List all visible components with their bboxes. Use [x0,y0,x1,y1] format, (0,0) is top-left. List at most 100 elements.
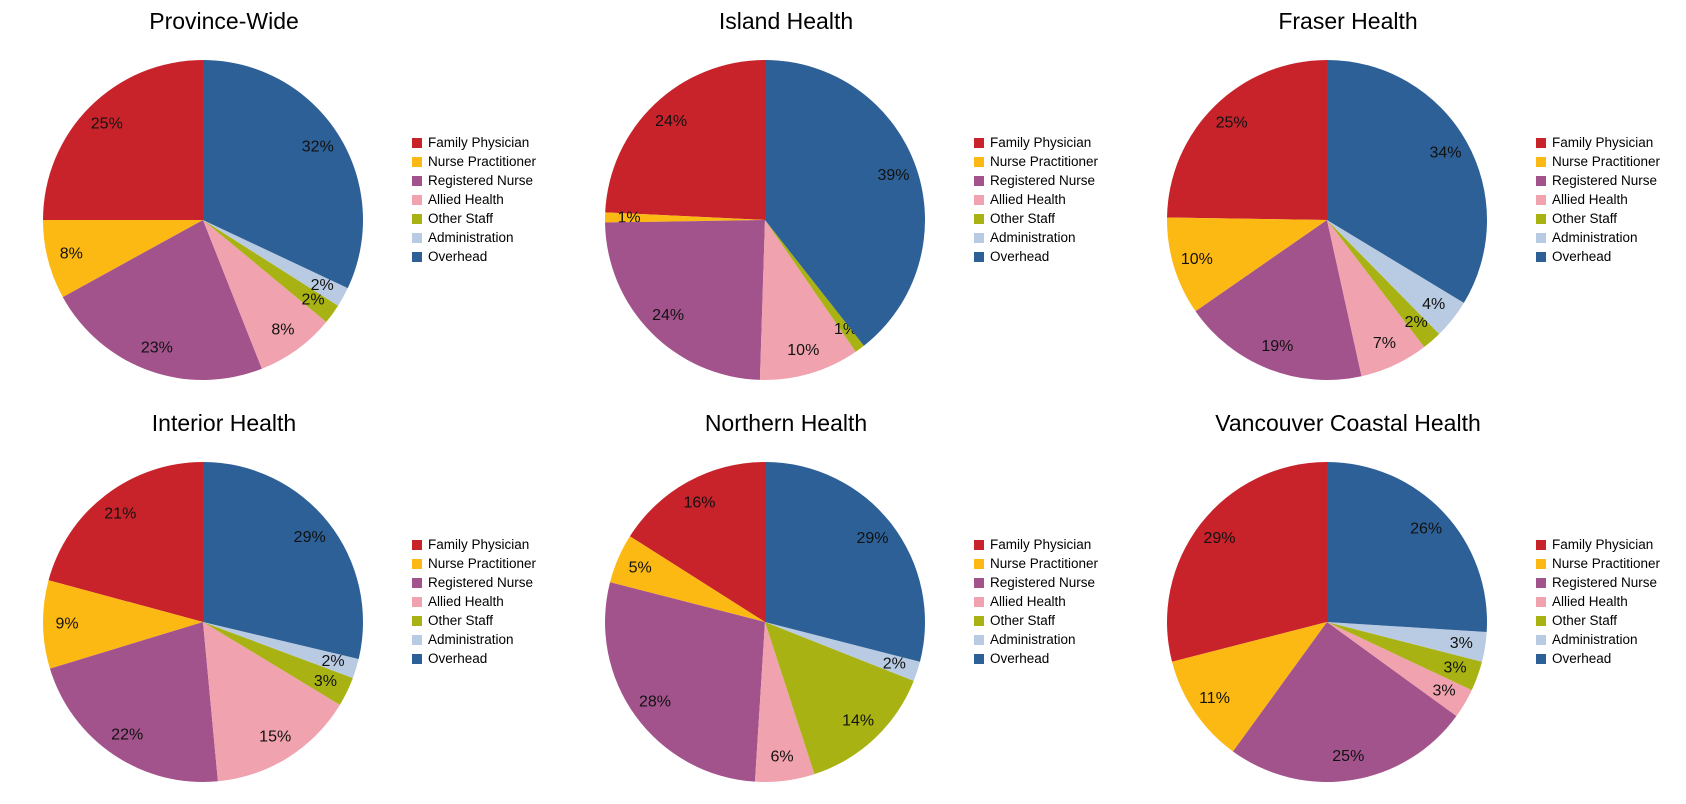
pie-slice-nurse-practitioner [604,212,765,223]
pie-slice-nurse-practitioner [42,580,203,669]
chart-title: Province-Wide [149,8,299,34]
pie-slice-nurse-practitioner [1167,217,1327,312]
legend-swatch-allied-health [1536,194,1546,205]
pie-slice-allied-health [203,622,340,782]
chart-title: Vancouver Coastal Health [1215,410,1481,436]
legend-swatch-nurse-practitioner [412,156,422,167]
legend-item-nurse-practitioner: Nurse Practitioner [1536,152,1660,171]
legend-item-other-staff: Other Staff [974,209,1098,228]
percent-label-registered-nurse: 25% [1332,748,1364,765]
legend-label: Other Staff [990,211,1056,226]
legend-item-administration: Administration [1536,630,1660,649]
legend-label: Family Physician [1552,537,1654,552]
chart-title: Interior Health [151,410,297,436]
pie-slice-other-staff [1327,220,1440,348]
legend-item-nurse-practitioner: Nurse Practitioner [412,152,536,171]
legend-item-overhead: Overhead [1536,247,1660,266]
pie-chart: 29% 11% 25% 3% 3% 3% 26% [1167,462,1487,783]
pie-slice-allied-health [1327,622,1472,717]
pie-slice-overhead [203,462,364,659]
percent-label-allied-health: 6% [770,748,793,765]
legend-item-allied-health: Allied Health [974,592,1098,611]
legend-label: Family Physician [990,135,1092,150]
pie-slice-family-physician [43,60,203,220]
percent-label-registered-nurse: 28% [639,693,671,710]
legend-label: Other Staff [1552,211,1618,226]
legend-swatch-overhead [412,251,422,262]
legend-label: Registered Nurse [1552,575,1658,590]
percent-label-family-physician: 24% [655,113,687,130]
chart-cell-northern-health: 16% 5% 28% 6% 14% 2% 29% Northern Health Famil… [562,402,1124,804]
legend-item-allied-health: Allied Health [974,190,1098,209]
percent-label-administration: 2% [322,653,345,670]
chart-cell-province-wide: 25% 8% 23% 8% 2% 2% 32% Province-Wide Family P… [0,0,562,402]
pie-slice-family-physician [629,462,765,622]
legend-item-administration: Administration [974,630,1098,649]
legend-item-registered-nurse: Registered Nurse [1536,171,1660,190]
pie-slice-other-staff [203,220,339,322]
legend-label: Administration [1552,230,1638,245]
legend-swatch-family-physician [974,539,984,550]
legend-label: Administration [990,632,1076,647]
pie-slice-nurse-practitioner [43,220,203,298]
pie-chart: 25% 10% 19% 7% 2%4% 34% [1167,60,1488,380]
percent-label-family-physician: 25% [91,115,123,132]
pie-slice-registered-nurse [1195,220,1362,380]
legend-item-family-physician: Family Physician [1536,535,1660,554]
percent-label-administration: 2% [311,277,334,294]
percent-label-nurse-practitioner: 8% [60,245,83,262]
legend-label: Overhead [990,651,1050,666]
legend-swatch-other-staff [412,213,422,224]
legend-swatch-overhead [974,251,984,262]
pie-slice-administration [1327,220,1464,335]
percent-label-overhead: 29% [294,529,326,546]
percent-label-nurse-practitioner: 9% [55,616,78,633]
legend: Family Physician Nurse Practitioner Regist… [1536,133,1660,266]
legend-label: Family Physician [1552,135,1654,150]
legend-label: Overhead [1552,651,1612,666]
legend-label: Registered Nurse [1552,173,1658,188]
legend-item-family-physician: Family Physician [974,133,1098,152]
legend: Family Physician Nurse Practitioner Regist… [974,535,1098,668]
pie-chart: 24%1%24%10%1%39% [604,60,926,381]
legend-swatch-administration [412,634,422,645]
legend-swatch-other-staff [974,615,984,626]
pie-slice-overhead [203,60,363,289]
legend-item-family-physician: Family Physician [974,535,1098,554]
legend-label: Allied Health [1552,594,1628,609]
legend-swatch-nurse-practitioner [974,558,984,569]
pie-slice-other-staff [765,622,914,775]
legend-label: Allied Health [428,594,504,609]
legend-label: Nurse Practitioner [990,154,1099,169]
pie-slice-overhead [1327,462,1487,633]
legend: Family Physician Nurse Practitioner Regist… [1536,535,1660,668]
legend-label: Overhead [990,249,1050,264]
pie-slice-registered-nurse [1232,622,1457,783]
chart-title: Fraser Health [1278,8,1418,34]
legend-label: Administration [428,230,514,245]
legend-label: Other Staff [428,613,494,628]
pie-slice-registered-nurse [49,622,218,782]
legend-item-other-staff: Other Staff [1536,209,1660,228]
legend-label: Allied Health [990,594,1066,609]
percent-label-family-physician: 21% [104,506,136,523]
percent-label-family-physician: 29% [1203,530,1235,547]
legend-swatch-administration [1536,634,1546,645]
legend-swatch-nurse-practitioner [1536,558,1546,569]
legend-item-nurse-practitioner: Nurse Practitioner [1536,554,1660,573]
percent-label-allied-health: 3% [1433,683,1456,700]
legend: Family Physician Nurse Practitioner Regist… [974,133,1098,266]
legend-swatch-other-staff [974,213,984,224]
pie-slice-registered-nurse [605,220,765,380]
legend-swatch-family-physician [412,539,422,550]
legend-swatch-registered-nurse [412,175,422,186]
legend-item-administration: Administration [1536,228,1660,247]
legend-item-registered-nurse: Registered Nurse [412,171,536,190]
legend-swatch-nurse-practitioner [412,558,422,569]
pie-slice-other-staff [203,622,353,705]
legend-swatch-family-physician [1536,539,1546,550]
legend-swatch-allied-health [974,596,984,607]
legend-label: Overhead [428,249,488,264]
percent-label-family-physician: 16% [683,494,715,511]
